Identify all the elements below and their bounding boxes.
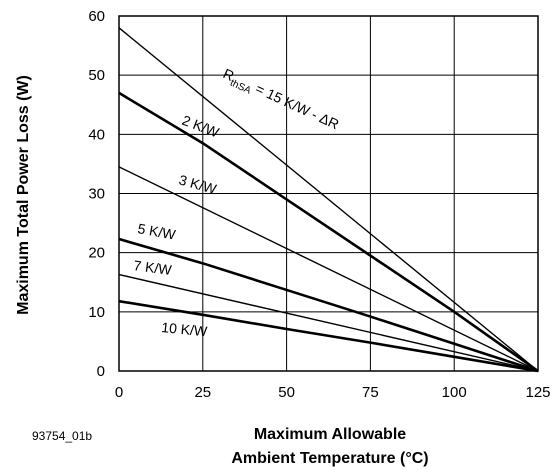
plot-frame [118, 15, 539, 372]
series-line-1 [118, 91, 539, 373]
x-tick-label-2: 50 [278, 384, 295, 401]
curve-label-15kw-rest: = 15 K/W - ΔR [250, 79, 342, 133]
y-tick-label-1: 10 [88, 304, 105, 321]
series-line-2 [118, 166, 539, 372]
y-tick-label-0: 0 [97, 363, 105, 380]
series-line-0 [118, 27, 539, 372]
curve-label-15kw-sub: thSA [228, 78, 253, 97]
x-tick-label-5: 125 [525, 384, 550, 401]
curve-label-5kw: 5 K/W [136, 220, 177, 243]
y-tick-labels: 0 10 20 30 40 50 60 [88, 8, 105, 380]
curve-label-10kw: 10 K/W [161, 319, 209, 339]
y-tick-label-6: 60 [88, 8, 105, 25]
curve-label-2kw: 2 K/W [180, 112, 222, 141]
y-axis-title: Maximum Total Power Loss (W) [15, 75, 32, 315]
curve-label-7kw: 7 K/W [133, 257, 174, 278]
grid-lines [118, 15, 539, 372]
y-tick-label-4: 40 [88, 126, 105, 143]
figure-id: 93754_01b [32, 429, 92, 443]
y-tick-label-3: 30 [88, 186, 105, 203]
x-tick-label-4: 100 [442, 384, 467, 401]
x-tick-label-3: 75 [362, 384, 379, 401]
x-axis-title-line2: Ambient Temperature (°C) [231, 450, 428, 467]
series-line-3 [118, 237, 539, 373]
x-tick-label-1: 25 [194, 384, 211, 401]
y-tick-label-2: 20 [88, 245, 105, 262]
series-line-4 [118, 273, 539, 372]
series-line-5 [118, 299, 539, 373]
x-axis-title-line1: Maximum Allowable [254, 426, 406, 443]
x-tick-label-0: 0 [115, 384, 123, 401]
y-tick-label-5: 50 [88, 67, 105, 84]
x-tick-labels: 0 25 50 75 100 125 [115, 384, 551, 401]
series-lines [118, 27, 539, 373]
